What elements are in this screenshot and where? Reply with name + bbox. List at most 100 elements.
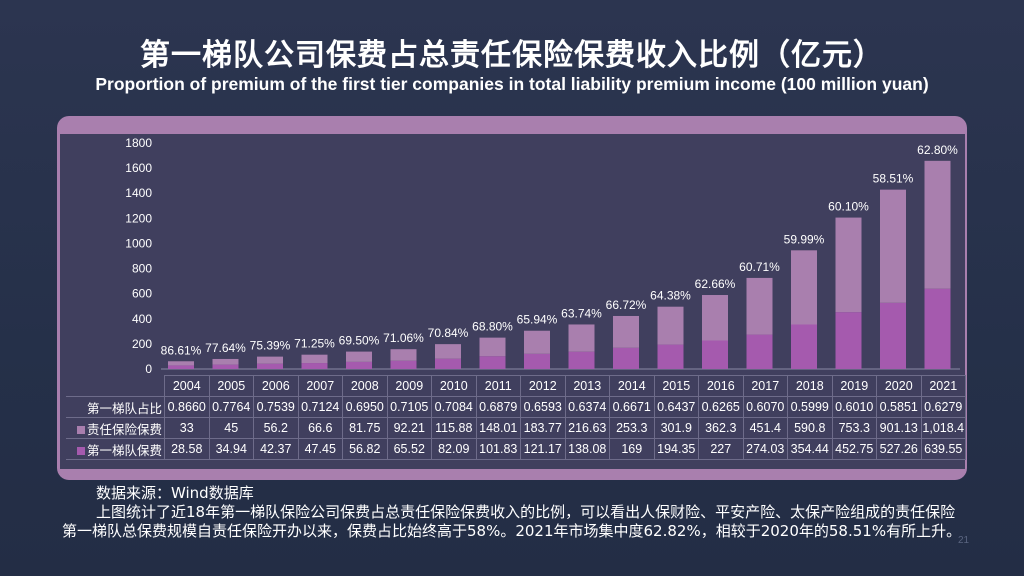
bar-liability: [168, 361, 194, 366]
bar-data-label: 58.51%: [873, 172, 914, 186]
bar-first-tier: [524, 353, 550, 369]
table-cell: 92.21: [386, 417, 432, 439]
x-tick-label: 2013: [564, 375, 610, 397]
table-cell: 101.83: [475, 438, 521, 460]
bar-liability: [346, 351, 372, 362]
bar-data-label: 64.38%: [650, 289, 691, 303]
bar-liability: [880, 189, 906, 303]
bar-data-label: 62.66%: [695, 277, 736, 291]
table-cell: 301.9: [653, 417, 699, 439]
table-cell: 34.94: [208, 438, 254, 460]
y-tick-label: 600: [132, 287, 152, 301]
page-subtitle: Proportion of premium of the first tier …: [95, 74, 929, 94]
page-title: 第一梯队公司保费占总责任保险保费收入比例（亿元）: [140, 38, 884, 73]
x-tick-label: 2021: [920, 375, 966, 397]
table-cell: 354.44: [787, 438, 833, 460]
bar-data-label: 77.64%: [205, 341, 246, 355]
y-tick-label: 800: [132, 262, 152, 276]
table-cell: 639.55: [920, 438, 966, 460]
bar-data-label: 60.71%: [739, 260, 780, 274]
table-row: 第一梯队保费 28.58 34.94 42.37 47.45 56.82 65.52 82.0…: [66, 438, 966, 460]
bar-data-label: 86.61%: [161, 343, 202, 357]
bar-first-tier: [613, 347, 639, 369]
legend-swatch: [76, 426, 85, 435]
row-label-text: 责任保险保费: [86, 422, 162, 437]
bar-first-tier: [791, 324, 817, 369]
row-label-text: 第一梯队保费: [86, 443, 162, 458]
table-cell: 0.7084: [431, 396, 477, 418]
table-cell: 1,018.4: [920, 417, 966, 439]
table-cell: 227: [698, 438, 744, 460]
table-cell: 901.13: [876, 417, 922, 439]
bar-data-label: 62.80%: [917, 143, 958, 157]
bar-data-label: 71.25%: [294, 337, 335, 351]
y-tick-label: 1600: [125, 161, 152, 175]
bar-data-label: 75.39%: [250, 339, 291, 353]
table-cell: 0.7124: [297, 396, 343, 418]
bar-liability: [257, 356, 283, 364]
bar-first-tier: [257, 363, 283, 369]
description-paragraph: 上图统计了近18年第一梯队保险公司保费占总责任保险保费收入的比例，可以看出人保财…: [62, 503, 962, 540]
x-tick-label: 2009: [386, 375, 432, 397]
bar-first-tier: [212, 364, 239, 369]
table-cell: 56.82: [342, 438, 388, 460]
bar-liability: [479, 337, 506, 357]
bar-liability: [613, 315, 639, 348]
table-cell: 42.37: [253, 438, 299, 460]
bar-first-tier: [746, 334, 773, 369]
x-tick-label: 2008: [342, 375, 388, 397]
x-tick-label: 2014: [609, 375, 655, 397]
table-cell: 216.63: [564, 417, 610, 439]
bar-liability: [390, 349, 417, 361]
bar-data-label: 63.74%: [561, 306, 602, 320]
table-row: 责任保险保费 33 45 56.2 66.6 81.75 92.21 115.88 148.01…: [66, 417, 966, 439]
table-cell: 65.52: [386, 438, 432, 460]
x-tick-label: 2004: [164, 375, 210, 397]
table-cell: 590.8: [787, 417, 833, 439]
legend-swatch: [76, 447, 85, 456]
bar-liability: [702, 295, 728, 341]
row-label: 第一梯队保费: [66, 438, 165, 460]
bar-first-tier: [346, 361, 372, 369]
table-cell: 0.5851: [876, 396, 922, 418]
data-source: 数据来源：Wind数据库: [96, 484, 254, 502]
x-tick-label: 2010: [431, 375, 477, 397]
table-cell: 0.7539: [253, 396, 299, 418]
x-tick-label: 2015: [653, 375, 699, 397]
table-cell: 33: [164, 417, 210, 439]
x-tick-label: 2012: [520, 375, 566, 397]
y-tick-label: 0: [145, 362, 152, 376]
bar-first-tier: [835, 312, 862, 369]
y-tick-label: 1000: [125, 236, 152, 250]
table-cell: 0.6070: [742, 396, 788, 418]
table-cell: 452.75: [831, 438, 877, 460]
table-cell: 82.09: [431, 438, 477, 460]
table-cell: 0.8660: [164, 396, 210, 418]
bar-first-tier: [390, 360, 417, 369]
y-tick-label: 1800: [125, 136, 152, 150]
bar-first-tier: [880, 302, 906, 369]
bar-liability: [791, 250, 817, 325]
bar-liability: [924, 160, 951, 289]
x-tick-label: 2005: [208, 375, 254, 397]
bar-liability: [435, 344, 461, 359]
bar-first-tier: [435, 358, 461, 369]
table-cell: 0.6010: [831, 396, 877, 418]
bar-first-tier: [301, 363, 328, 369]
table-cell: 0.6265: [698, 396, 744, 418]
table-cell: 0.5999: [787, 396, 833, 418]
table-cell: 274.03: [742, 438, 788, 460]
bar-data-label: 59.99%: [784, 232, 825, 246]
table-cell: 0.6593: [520, 396, 566, 418]
y-tick-label: 200: [132, 337, 152, 351]
table-cell: 45: [208, 417, 254, 439]
bar-liability: [568, 324, 595, 352]
bar-data-label: 71.06%: [383, 331, 424, 345]
table-cell: 47.45: [297, 438, 343, 460]
bar-first-tier: [568, 351, 595, 369]
table-cell: 81.75: [342, 417, 388, 439]
x-tick-label: 2019: [831, 375, 877, 397]
bar-data-label: 60.10%: [828, 200, 869, 214]
bar-first-tier: [657, 344, 684, 369]
